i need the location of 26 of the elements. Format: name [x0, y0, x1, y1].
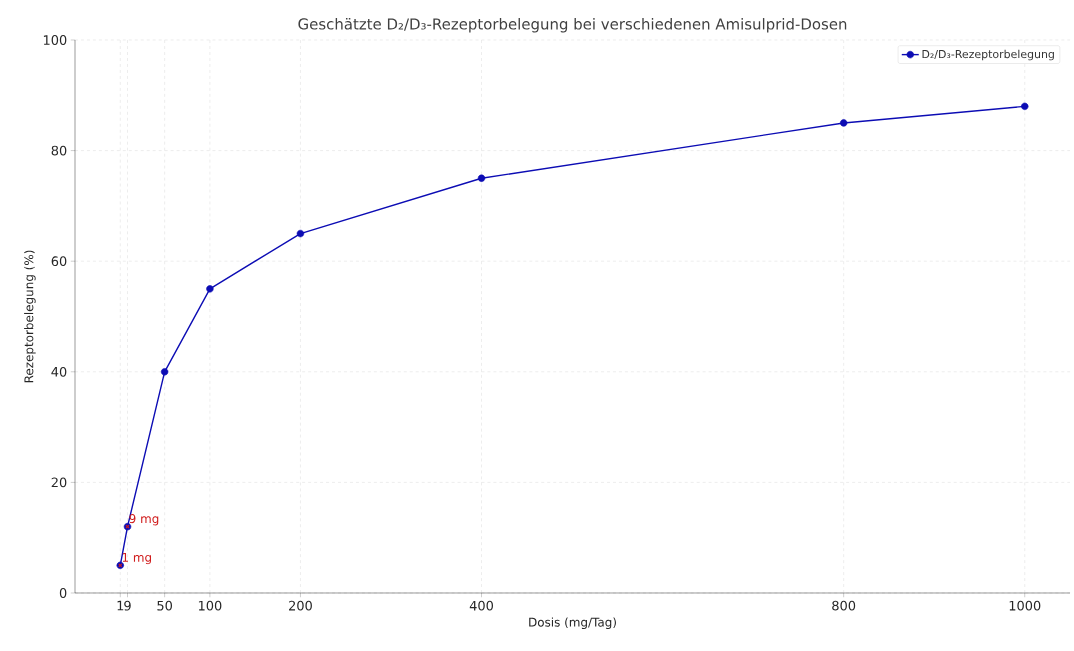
y-tick-label: 0 — [59, 588, 67, 598]
x-tick-label: 1000 — [1009, 600, 1041, 611]
point — [839, 119, 848, 127]
x-tick-label: 9 — [124, 600, 131, 611]
point — [477, 174, 486, 182]
x-axis-title: Dosis (mg/Tag) — [529, 617, 616, 629]
x-tick-label: 1 — [117, 600, 124, 611]
point — [1021, 102, 1029, 111]
y-tick-label: 100 — [43, 35, 67, 45]
x-tick-label: 50 — [157, 600, 172, 611]
x-tick-label: 400 — [469, 600, 494, 611]
point — [296, 229, 305, 238]
annotation: 1 mg — [122, 552, 151, 565]
chart-title: Geschätzte D₂/D₃-Rezeptorbelegung bei verschiedenen Amisulprid-Dosen — [298, 18, 847, 33]
x-tick-label: 200 — [289, 600, 312, 611]
annotation: 9 mg — [129, 514, 159, 526]
x-tick-label: 100 — [198, 600, 222, 611]
x-tick-label: 800 — [832, 600, 856, 611]
legend-label: D₂/D₃-Rezeptorbelegung — [922, 49, 1054, 61]
y-tick-label: 60 — [51, 256, 67, 267]
y-axis-title: Rezeptorbelegung (%) — [24, 250, 36, 383]
point — [206, 285, 214, 293]
y-tick-label: 20 — [51, 477, 67, 488]
y-tick-label: 40 — [51, 366, 67, 377]
point — [160, 368, 169, 376]
y-tick-label: 80 — [51, 145, 67, 156]
